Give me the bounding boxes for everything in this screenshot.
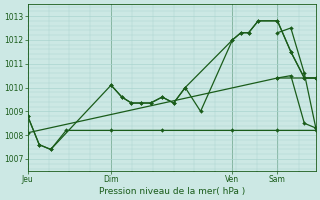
X-axis label: Pression niveau de la mer( hPa ): Pression niveau de la mer( hPa ) — [99, 187, 245, 196]
